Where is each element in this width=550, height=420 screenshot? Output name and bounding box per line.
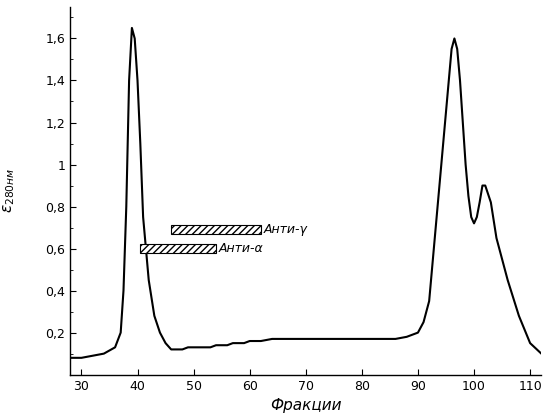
Bar bbox=[171, 225, 261, 234]
Bar bbox=[140, 244, 216, 253]
X-axis label: Фракции: Фракции bbox=[270, 398, 342, 413]
Text: Анти-α: Анти-α bbox=[219, 242, 263, 255]
Text: $\varepsilon_{280нм}$: $\varepsilon_{280нм}$ bbox=[1, 168, 17, 213]
Text: Анти-γ: Анти-γ bbox=[263, 223, 307, 236]
